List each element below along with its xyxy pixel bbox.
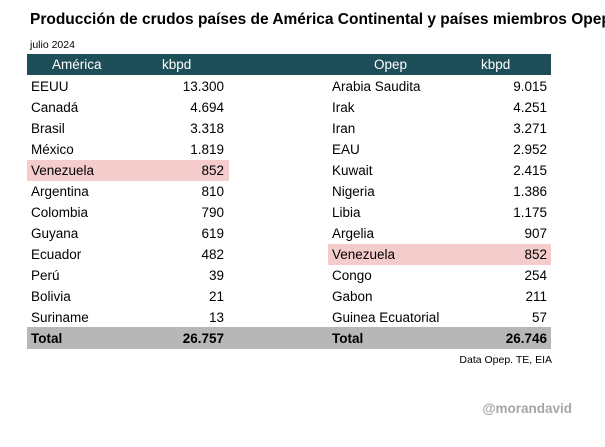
opep-country-label: Guinea Ecuatorial <box>332 310 440 325</box>
opep-kbpd-value: 2.952 <box>513 142 547 157</box>
opep-total-value: 26.746 <box>505 331 547 346</box>
america-column-header: América <box>52 57 102 72</box>
opep-highlight-row <box>328 244 551 265</box>
opep-kbpd-value: 211 <box>525 289 547 304</box>
chart-title: Producción de crudos países de América C… <box>30 11 605 28</box>
opep-country-label: Libia <box>332 205 361 220</box>
opep-country-label: Congo <box>332 268 372 283</box>
opep-kbpd-value: 3.271 <box>513 121 547 136</box>
opep-country-label: Iran <box>332 121 356 136</box>
opep-country-label: Venezuela <box>332 247 396 262</box>
america-total-label: Total <box>31 331 63 346</box>
america-country-label: Ecuador <box>31 247 82 262</box>
chart-subtitle: julio 2024 <box>30 39 75 51</box>
opep-kbpd-value: 907 <box>524 226 547 241</box>
america-total-value: 26.757 <box>182 331 224 346</box>
total-bar <box>27 327 551 349</box>
america-country-label: EEUU <box>31 79 69 94</box>
opep-country-label: Gabon <box>332 289 373 304</box>
opep-country-label: Argelia <box>332 226 375 241</box>
opep-column-header: Opep <box>374 57 408 72</box>
america-kbpd-value: 619 <box>201 226 224 241</box>
opep-total-label: Total <box>332 331 364 346</box>
opep-kbpd-value: 1.175 <box>513 205 547 220</box>
america-kbpd-value: 1.819 <box>190 142 224 157</box>
opep-country-label: Nigeria <box>332 184 375 199</box>
america-country-label: México <box>31 142 74 157</box>
america-kbpd-value: 13 <box>208 310 224 325</box>
america-country-label: Perú <box>31 268 60 283</box>
opep-country-label: Irak <box>332 100 355 115</box>
opep-kbpd-value: 57 <box>531 310 547 325</box>
opep-kbpd-value: 1.386 <box>513 184 547 199</box>
opep-kbpd-header: kbpd <box>481 57 511 72</box>
table-header-bar <box>27 54 551 75</box>
opep-country-label: EAU <box>332 142 360 157</box>
america-kbpd-value: 482 <box>201 247 224 262</box>
america-country-label: Argentina <box>31 184 89 199</box>
america-country-label: Suriname <box>31 310 89 325</box>
opep-kbpd-value: 852 <box>524 247 547 262</box>
america-kbpd-value: 39 <box>208 268 224 283</box>
america-country-label: Brasil <box>31 121 65 136</box>
america-kbpd-value: 21 <box>208 289 224 304</box>
america-kbpd-value: 852 <box>201 163 224 178</box>
author-watermark: @morandavid <box>482 401 572 416</box>
source-note: Data Opep. TE, EIA <box>459 354 552 366</box>
america-kbpd-value: 810 <box>201 184 224 199</box>
america-kbpd-header: kbpd <box>162 57 192 72</box>
opep-kbpd-value: 2.415 <box>513 163 547 178</box>
opep-country-label: Kuwait <box>332 163 373 178</box>
america-country-label: Colombia <box>31 205 89 220</box>
america-highlight-row <box>27 160 229 181</box>
america-kbpd-value: 3.318 <box>190 121 224 136</box>
opep-kbpd-value: 4.251 <box>513 100 547 115</box>
america-country-label: Canadá <box>31 100 79 115</box>
america-kbpd-value: 13.300 <box>182 79 224 94</box>
america-kbpd-value: 4.694 <box>190 100 224 115</box>
opep-country-label: Arabia Saudita <box>332 79 421 94</box>
opep-kbpd-value: 9.015 <box>513 79 547 94</box>
america-kbpd-value: 790 <box>201 205 224 220</box>
america-country-label: Guyana <box>31 226 79 241</box>
america-country-label: Venezuela <box>31 163 95 178</box>
america-country-label: Bolivia <box>31 289 71 304</box>
opep-kbpd-value: 254 <box>524 268 547 283</box>
